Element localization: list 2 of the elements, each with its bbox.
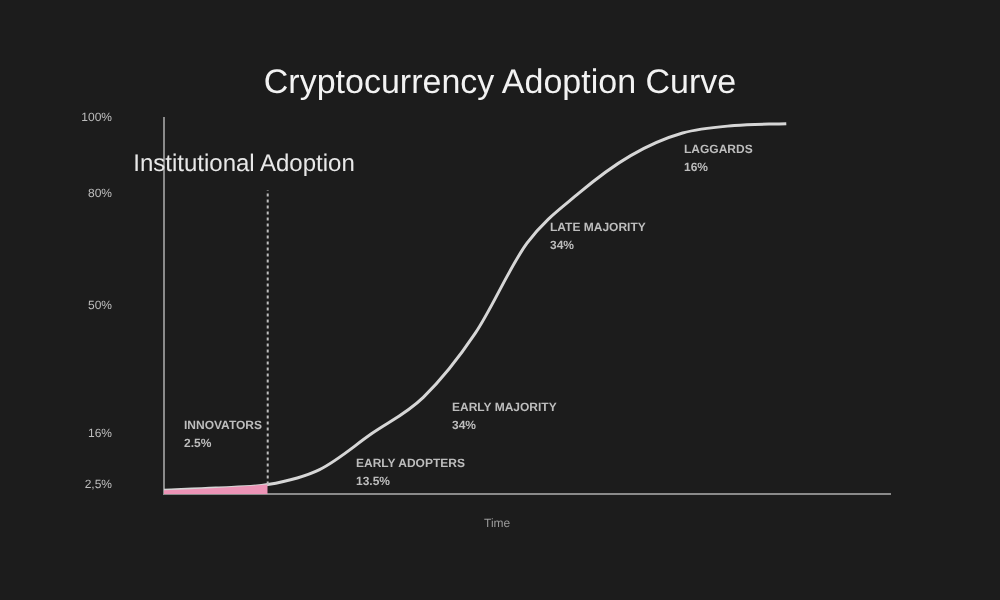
- annotation: Institutional Adoption: [133, 148, 355, 177]
- chart-title: Cryptocurrency Adoption Curve: [263, 63, 737, 102]
